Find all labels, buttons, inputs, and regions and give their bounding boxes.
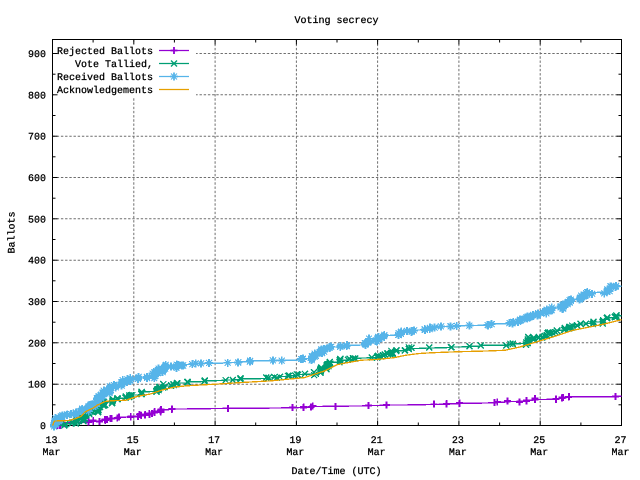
svg-text:Date/Time (UTC): Date/Time (UTC) [291, 466, 381, 478]
svg-text:Received Ballots: Received Ballots [57, 72, 153, 84]
svg-text:300: 300 [28, 298, 46, 309]
svg-text:23: 23 [452, 436, 464, 447]
svg-text:700: 700 [28, 133, 46, 144]
svg-text:27: 27 [614, 436, 626, 447]
svg-text:19: 19 [289, 436, 301, 447]
svg-text:Vote Tallied,: Vote Tallied, [75, 59, 153, 71]
svg-text:Mar: Mar [205, 448, 223, 459]
svg-text:13: 13 [45, 436, 57, 447]
svg-text:Acknowledgements: Acknowledgements [57, 85, 153, 97]
svg-text:Mar: Mar [42, 448, 60, 459]
svg-text:500: 500 [28, 215, 46, 226]
svg-text:25: 25 [533, 436, 545, 447]
svg-text:Mar: Mar [449, 448, 467, 459]
svg-text:100: 100 [28, 381, 46, 392]
svg-text:Mar: Mar [530, 448, 548, 459]
svg-text:800: 800 [28, 91, 46, 102]
svg-text:21: 21 [371, 436, 383, 447]
svg-text:Ballots: Ballots [7, 211, 19, 253]
svg-text:Rejected Ballots: Rejected Ballots [57, 46, 153, 58]
svg-text:Mar: Mar [124, 448, 142, 459]
svg-text:200: 200 [28, 339, 46, 350]
svg-text:Mar: Mar [286, 448, 304, 459]
svg-text:17: 17 [208, 436, 220, 447]
svg-text:600: 600 [28, 174, 46, 185]
svg-text:Mar: Mar [368, 448, 386, 459]
svg-text:400: 400 [28, 257, 46, 268]
svg-text:900: 900 [28, 50, 46, 61]
svg-text:Mar: Mar [611, 448, 629, 459]
svg-text:15: 15 [127, 436, 139, 447]
svg-text:Voting secrecy: Voting secrecy [294, 15, 378, 27]
svg-text:0: 0 [40, 422, 46, 433]
